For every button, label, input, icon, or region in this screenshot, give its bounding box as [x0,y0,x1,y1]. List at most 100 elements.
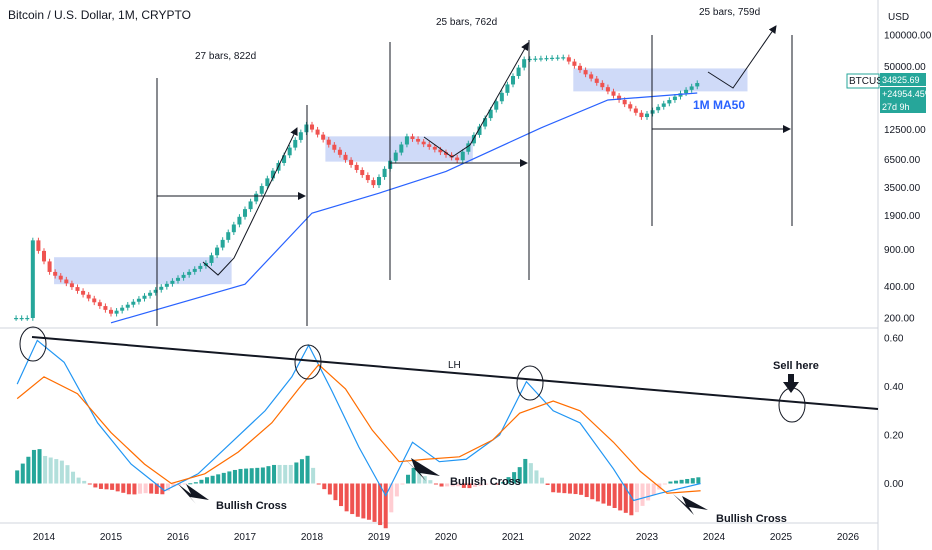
time-tick-label: 2016 [167,532,190,543]
candle [522,59,527,68]
candle [120,307,125,311]
macd-histogram-bar [394,483,399,497]
candle [577,65,583,71]
candle [41,250,47,262]
cycle3-bars-label: 25 bars, 759d [699,7,760,18]
candle [136,298,141,302]
candle [460,151,465,161]
sell-arrow [783,374,799,393]
time-tick-label: 2018 [301,532,324,543]
candle [483,118,488,127]
consolidation-box [573,68,748,92]
candle [650,110,655,114]
macd-histogram-bar [322,483,327,490]
candle [471,134,476,144]
macd-histogram-bar [65,465,70,484]
macd-histogram-bar [573,483,578,495]
macd-histogram-bar [473,483,478,487]
projection-arrow [707,25,777,89]
macd-histogram-bar [216,474,221,484]
macd-histogram-bar [361,483,366,519]
price-tick-label: 900.00 [884,245,915,256]
price-badge-text: +24954.45% [882,89,932,99]
macd-tick-label: 0.60 [884,334,904,345]
candle [198,265,203,269]
price-badge [880,87,926,100]
candle [343,154,348,160]
candle [25,318,30,320]
macd-histogram-bar [350,483,355,515]
macd-histogram-bar [595,483,600,502]
candle [354,164,359,170]
candle [259,186,264,194]
candle [103,306,108,310]
macd-histogram-bar [93,483,98,488]
candle [477,126,482,135]
macd-histogram-bar [674,480,679,484]
candle [349,159,354,165]
lh-trendline [31,336,879,410]
macd-histogram-bar [400,483,405,485]
candle [86,294,91,299]
macd-histogram-bar [98,483,103,489]
candle [589,74,594,79]
macd-histogram-bar [232,469,237,484]
macd-histogram-bar [305,455,310,484]
candle [550,57,555,60]
macd-histogram-bar [696,477,701,484]
macd-histogram-bar [355,483,360,517]
candle [14,318,19,320]
lh-label: LH [448,360,461,371]
projection-arrow [202,127,298,276]
time-tick-label: 2024 [703,532,726,543]
time-tick-label: 2021 [502,532,525,543]
macd-histogram-bar [478,483,483,486]
macd-histogram-bar [433,483,438,485]
candle [672,96,677,101]
price-badge-text: 34825.69 [882,75,920,85]
macd-histogram-bar [54,459,59,484]
macd-histogram-bar [378,483,383,526]
candle [572,61,577,66]
macd-histogram-bar [193,482,198,484]
price-badge [880,100,926,113]
macd-histogram-bar [344,483,349,512]
macd-histogram-bar [584,483,589,498]
macd-histogram-bar [662,483,667,485]
price-tick-label: 200.00 [884,314,915,325]
candle [30,240,35,318]
candle [561,57,566,59]
chart-title: Bitcoin / U.S. Dollar, 1M, CRYPTO [8,8,191,22]
macd-histogram-bar [115,483,120,492]
macd-histogram-bar [601,483,606,504]
price-tick-label: 100000.00 [884,31,932,42]
macd-histogram-bar [110,483,115,490]
symbol-badge [846,73,880,89]
macd-histogram-bar [428,480,433,484]
candle [242,209,248,217]
macd-histogram-bar [685,478,690,484]
candle [527,58,532,61]
candle [226,232,231,240]
bullish-cross-label: Bullish Cross [716,513,787,525]
time-tick-label: 2022 [569,532,592,543]
candle [466,143,471,152]
price-badge [880,73,926,86]
bullish-cross-label: Bullish Cross [450,476,521,488]
candle [315,129,320,135]
consolidation-box [325,136,473,162]
macd-tick-label: 0.00 [884,479,904,490]
candle [488,109,493,119]
candle [382,168,387,178]
candle [494,101,499,110]
time-tick-label: 2020 [435,532,458,543]
macd-histogram-bar [523,458,528,484]
time-tick-label: 2019 [368,532,391,543]
candle [175,277,181,281]
macd-tick-label: 0.40 [884,382,904,393]
macd-histogram-bar [288,464,293,484]
macd-histogram-bar [372,483,377,522]
price-tick-label: 400.00 [884,282,915,293]
symbol-badge-text: BTCUSD [849,76,890,87]
